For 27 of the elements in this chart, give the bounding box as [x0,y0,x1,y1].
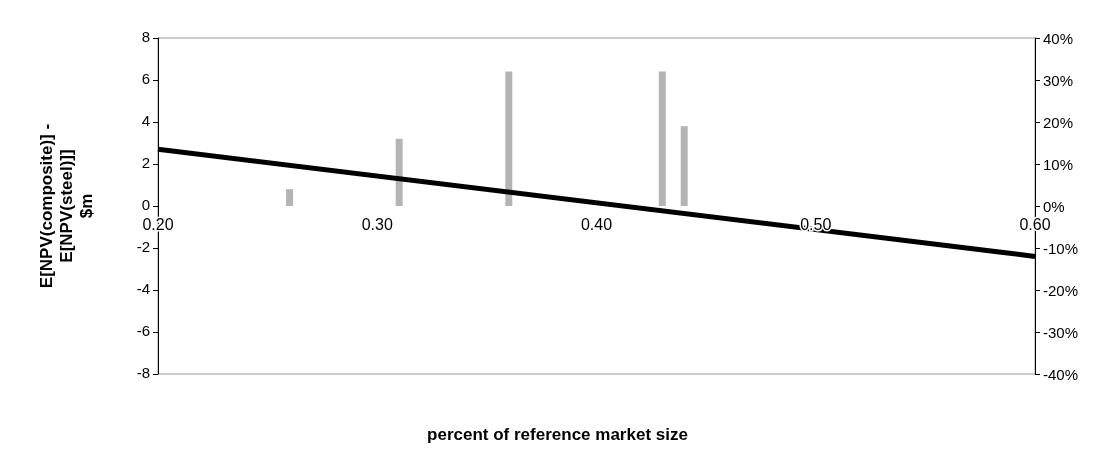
y2-tick-label: 0% [1043,197,1065,215]
y-tick-label: -4 [136,280,150,297]
y-tick-label: 6 [141,70,150,87]
y-axis-title: E[NPV(composite)] - E[NPV(steel)]] $m [36,123,96,289]
bar [680,126,688,206]
y-tick-label: -6 [136,322,150,339]
bar [658,71,666,206]
y2-tick-label: -40% [1043,365,1079,383]
bar [505,71,513,206]
y-tick-label: 8 [141,28,150,45]
y-tick-label: 2 [141,154,150,171]
y2-tick-label: 30% [1043,71,1074,89]
x-tick-label: 0.40 [580,215,613,233]
bar [395,138,403,206]
y2-tick-label: 20% [1043,113,1074,131]
y2-tick-label: 10% [1043,155,1074,173]
y-tick-label: -8 [136,364,150,381]
y-tick-label: 0 [141,196,150,213]
x-axis-title: percent of reference market size [427,425,688,444]
bar [286,189,294,206]
y2-tick-label: -20% [1043,281,1079,299]
y2-tick-label: -30% [1043,323,1079,341]
y-tick-label: 4 [141,112,150,129]
y2-tick-label: -10% [1043,239,1079,257]
y-tick-label: -2 [136,238,150,255]
y2-tick-label: 40% [1043,29,1074,47]
x-tick-label: 0.30 [361,215,393,233]
